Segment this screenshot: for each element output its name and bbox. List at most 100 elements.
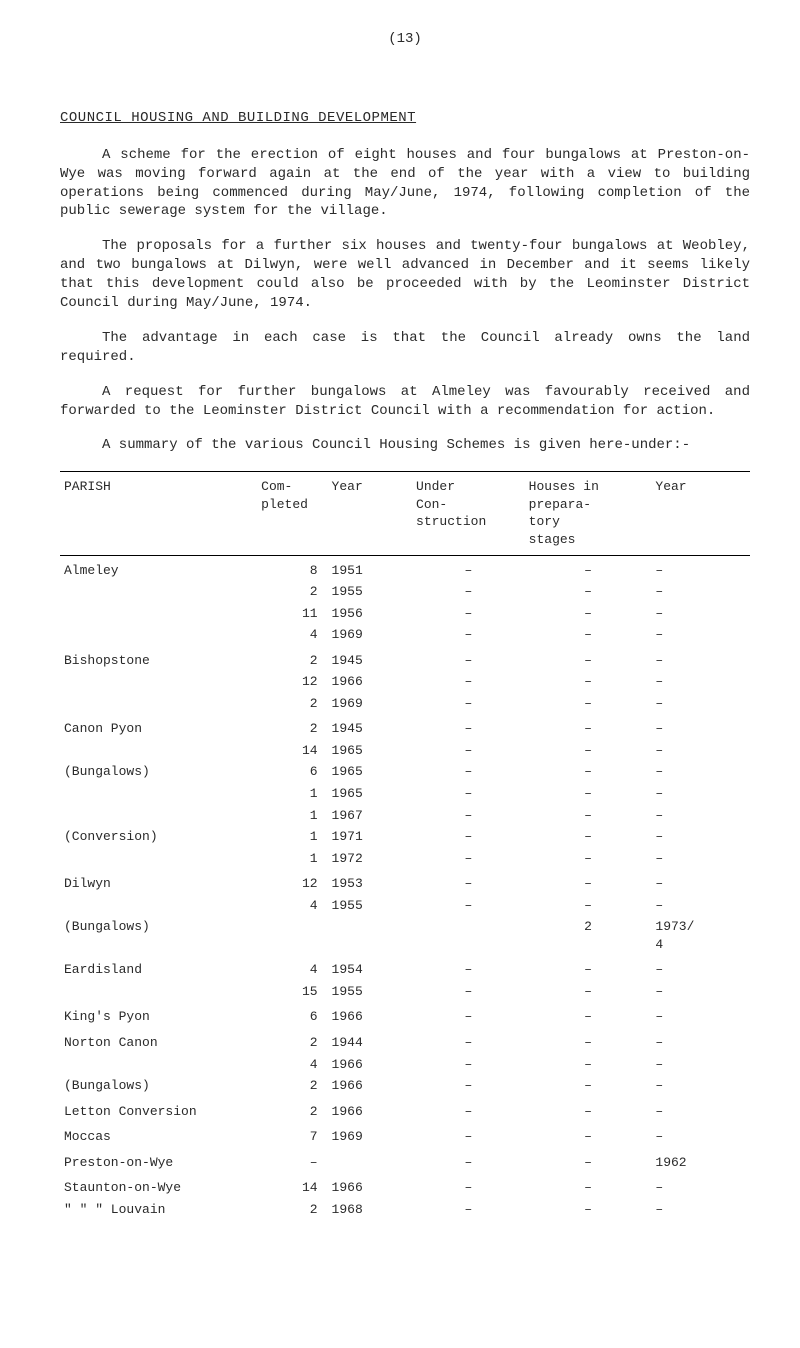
table-row: 121966––– bbox=[60, 671, 750, 693]
cell-under: – bbox=[412, 555, 525, 581]
cell-year: 1953 bbox=[328, 869, 412, 895]
cell-completed: 14 bbox=[257, 1173, 327, 1199]
table-row: 151955––– bbox=[60, 981, 750, 1003]
header-year-2: Year bbox=[651, 472, 750, 555]
table-row: Preston-on-Wye–––1962 bbox=[60, 1148, 750, 1174]
cell-houses: – bbox=[525, 740, 652, 762]
table-row: (Bungalows)21973/ 4 bbox=[60, 916, 750, 955]
cell-year2: – bbox=[651, 740, 750, 762]
cell-year2: – bbox=[651, 581, 750, 603]
cell-year: 1966 bbox=[328, 1097, 412, 1123]
cell-completed: 1 bbox=[257, 826, 327, 848]
cell-under: – bbox=[412, 1199, 525, 1221]
cell-year: 1965 bbox=[328, 761, 412, 783]
cell-houses: – bbox=[525, 895, 652, 917]
cell-under: – bbox=[412, 955, 525, 981]
cell-under: – bbox=[412, 1097, 525, 1123]
table-row: 21955––– bbox=[60, 581, 750, 603]
cell-under bbox=[412, 916, 525, 955]
cell-houses: – bbox=[525, 955, 652, 981]
cell-parish bbox=[60, 671, 257, 693]
cell-completed: 1 bbox=[257, 805, 327, 827]
cell-year: 1944 bbox=[328, 1028, 412, 1054]
cell-houses: – bbox=[525, 1028, 652, 1054]
table-body: Almeley81951–––21955–––111956–––41969–––… bbox=[60, 555, 750, 1220]
cell-under: – bbox=[412, 761, 525, 783]
cell-parish: Almeley bbox=[60, 555, 257, 581]
cell-year2: – bbox=[651, 1054, 750, 1076]
table-row: Canon Pyon21945––– bbox=[60, 714, 750, 740]
cell-completed: 4 bbox=[257, 895, 327, 917]
cell-year2: 1962 bbox=[651, 1148, 750, 1174]
cell-under: – bbox=[412, 981, 525, 1003]
table-row: 41955––– bbox=[60, 895, 750, 917]
cell-parish: Preston-on-Wye bbox=[60, 1148, 257, 1174]
cell-year2: – bbox=[651, 1075, 750, 1097]
cell-completed: 1 bbox=[257, 783, 327, 805]
cell-completed: 12 bbox=[257, 671, 327, 693]
cell-year2: – bbox=[651, 1097, 750, 1123]
cell-year2: – bbox=[651, 869, 750, 895]
cell-under: – bbox=[412, 624, 525, 646]
cell-year2: – bbox=[651, 671, 750, 693]
cell-year2: – bbox=[651, 826, 750, 848]
table-row: Norton Canon21944––– bbox=[60, 1028, 750, 1054]
cell-completed: – bbox=[257, 1148, 327, 1174]
cell-houses: – bbox=[525, 714, 652, 740]
cell-under: – bbox=[412, 693, 525, 715]
cell-year2: – bbox=[651, 805, 750, 827]
cell-completed bbox=[257, 916, 327, 955]
cell-houses: – bbox=[525, 826, 652, 848]
cell-houses: – bbox=[525, 1199, 652, 1221]
cell-completed: 6 bbox=[257, 1002, 327, 1028]
cell-year: 1966 bbox=[328, 1054, 412, 1076]
cell-year2: – bbox=[651, 848, 750, 870]
cell-year bbox=[328, 916, 412, 955]
cell-houses: – bbox=[525, 1097, 652, 1123]
paragraph-2: The proposals for a further six houses a… bbox=[60, 237, 750, 313]
table-row: 41969––– bbox=[60, 624, 750, 646]
cell-year2: – bbox=[651, 693, 750, 715]
paragraph-4: A request for further bungalows at Almel… bbox=[60, 383, 750, 421]
housing-schemes-table: PARISH Com- pleted Year Under Con- struc… bbox=[60, 471, 750, 1220]
cell-year2: – bbox=[651, 955, 750, 981]
cell-completed: 2 bbox=[257, 1075, 327, 1097]
cell-year: 1954 bbox=[328, 955, 412, 981]
cell-year: 1945 bbox=[328, 714, 412, 740]
cell-under: – bbox=[412, 869, 525, 895]
cell-year: 1945 bbox=[328, 646, 412, 672]
cell-under: – bbox=[412, 1075, 525, 1097]
cell-parish: Staunton-on-Wye bbox=[60, 1173, 257, 1199]
cell-completed: 4 bbox=[257, 955, 327, 981]
table-row: Eardisland41954––– bbox=[60, 955, 750, 981]
cell-under: – bbox=[412, 805, 525, 827]
cell-year: 1955 bbox=[328, 581, 412, 603]
cell-year2: – bbox=[651, 981, 750, 1003]
cell-year: 1956 bbox=[328, 603, 412, 625]
cell-parish bbox=[60, 1054, 257, 1076]
cell-houses: – bbox=[525, 581, 652, 603]
cell-year: 1965 bbox=[328, 740, 412, 762]
header-year: Year bbox=[328, 472, 412, 555]
cell-year2: – bbox=[651, 761, 750, 783]
cell-completed: 11 bbox=[257, 603, 327, 625]
cell-year: 1969 bbox=[328, 693, 412, 715]
cell-under: – bbox=[412, 714, 525, 740]
cell-parish: Moccas bbox=[60, 1122, 257, 1148]
cell-houses: – bbox=[525, 869, 652, 895]
cell-parish bbox=[60, 981, 257, 1003]
cell-year2: – bbox=[651, 1173, 750, 1199]
table-row: Staunton-on-Wye141966––– bbox=[60, 1173, 750, 1199]
table-row: 21969––– bbox=[60, 693, 750, 715]
cell-parish bbox=[60, 693, 257, 715]
cell-completed: 12 bbox=[257, 869, 327, 895]
cell-completed: 15 bbox=[257, 981, 327, 1003]
cell-year2: – bbox=[651, 783, 750, 805]
cell-parish: (Bungalows) bbox=[60, 916, 257, 955]
cell-year: 1951 bbox=[328, 555, 412, 581]
table-row: 11967––– bbox=[60, 805, 750, 827]
cell-year: 1968 bbox=[328, 1199, 412, 1221]
cell-houses: – bbox=[525, 671, 652, 693]
cell-year2: – bbox=[651, 624, 750, 646]
cell-year: 1966 bbox=[328, 1075, 412, 1097]
